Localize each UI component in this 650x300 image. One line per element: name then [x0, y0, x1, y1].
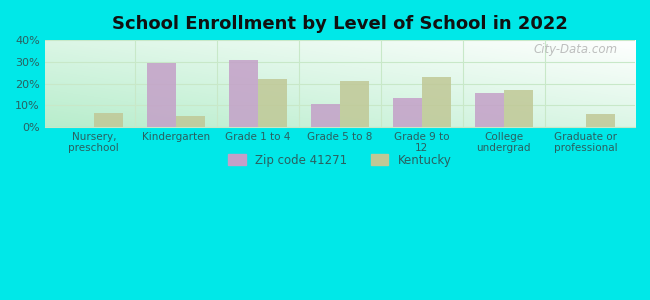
Title: School Enrollment by Level of School in 2022: School Enrollment by Level of School in …: [112, 15, 567, 33]
Bar: [147, 63, 176, 127]
Bar: [258, 79, 287, 127]
Bar: [94, 113, 122, 127]
Bar: [176, 116, 205, 127]
Text: City-Data.com: City-Data.com: [533, 43, 618, 56]
Bar: [422, 77, 450, 127]
Bar: [340, 81, 369, 127]
Bar: [229, 60, 258, 127]
Bar: [586, 114, 614, 127]
Bar: [504, 90, 532, 127]
Bar: [311, 104, 340, 127]
Bar: [475, 93, 504, 127]
Bar: [393, 98, 422, 127]
Legend: Zip code 41271, Kentucky: Zip code 41271, Kentucky: [223, 149, 456, 171]
